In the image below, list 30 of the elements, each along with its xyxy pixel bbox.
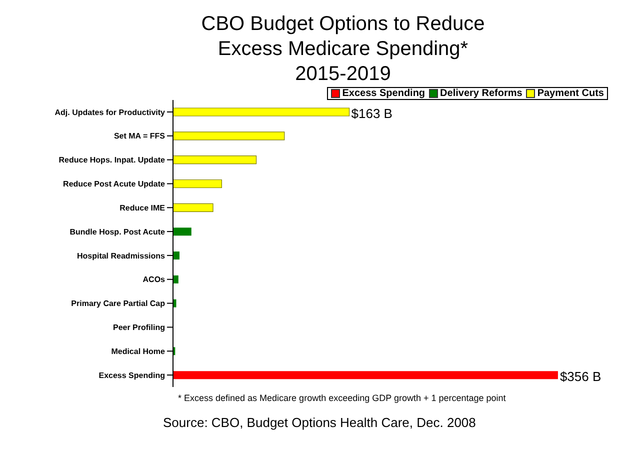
chart-title: CBO Budget Options to Reduce Excess Medicare Spending* [200, 12, 486, 62]
bar [173, 228, 192, 236]
legend-label: Delivery Reforms [439, 88, 522, 99]
y-tick-label: Reduce IME [120, 203, 166, 212]
y-tick-label: Excess Spending [98, 370, 166, 380]
y-tick-label: Reduce Post Acute Update [63, 180, 166, 189]
y-tick-label: Primary Care Partial Cap [71, 299, 166, 308]
y-tick-label: Reduce Hops. Inpat. Update [58, 156, 166, 165]
bar [172, 203, 214, 212]
y-tick-label: Medical Home [111, 346, 166, 356]
y-tick-label: Adj. Updates for Productivity [54, 108, 166, 117]
text: * Excess defined as Medicare growth exceeding GDP growth + 1 percentage point [178, 393, 507, 403]
legend-label: Payment Cuts [536, 88, 604, 99]
data-label: $163 B [351, 106, 392, 121]
bar [172, 132, 285, 140]
y-tick-label: Bundle Hosp. Post Acute [70, 227, 166, 236]
chart-subtitle: 2015-2019 [294, 62, 392, 87]
bar [172, 108, 350, 116]
bar [173, 371, 558, 380]
data-label: $356 B [560, 369, 602, 384]
bar [173, 275, 178, 284]
source-note: Source: CBO, Budget Options Health Care, Dec. 2008 [163, 415, 477, 430]
y-tick-label: Hospital Readmissions [76, 251, 166, 260]
y-tick-label: Set MA = FFS [114, 132, 166, 141]
bar [173, 252, 180, 260]
y-tick-label: Peer Profiling [112, 323, 166, 332]
y-tick-label: ACOs [142, 275, 166, 284]
bar [172, 156, 257, 164]
legend-label: Excess Spending [341, 88, 426, 99]
bar [172, 179, 222, 188]
